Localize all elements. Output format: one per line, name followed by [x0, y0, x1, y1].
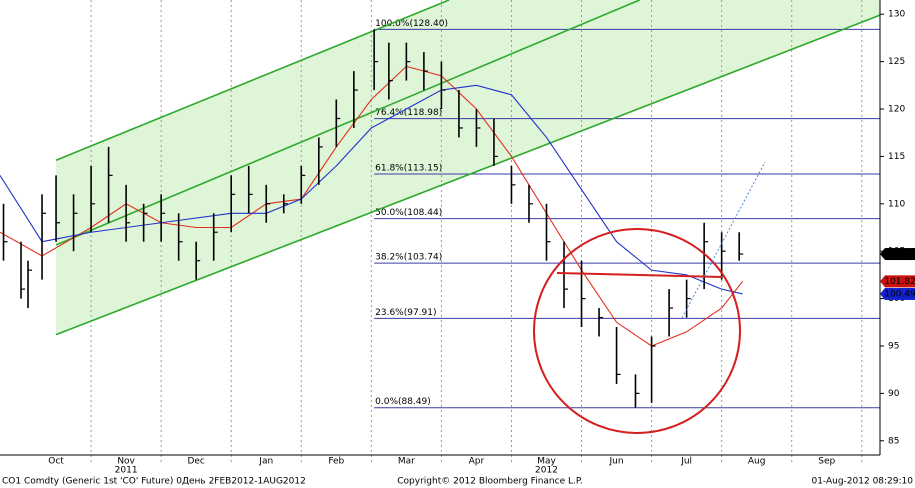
y-tick-label: 85 [888, 436, 899, 446]
y-tick-label: 120 [888, 105, 905, 115]
trend-projection [681, 161, 766, 319]
x-tick-label: Jun [609, 457, 624, 467]
year-label: 2011 [115, 466, 138, 476]
price-tag [885, 287, 915, 300]
price-tag-arrow [880, 248, 885, 261]
fib-label: 23.6%(97.91) [375, 308, 436, 318]
price-tag-label: 100.49 [884, 289, 915, 299]
x-tick-label: Apr [469, 457, 485, 467]
price-tag [885, 248, 915, 261]
fib-label: 76.4%(118.98) [375, 108, 442, 118]
fib-label: 0.0%(88.49) [375, 397, 431, 407]
y-tick-label: 90 [888, 389, 900, 399]
y-tick-label: 125 [888, 57, 905, 67]
channel-line [55, 0, 640, 246]
circle-annotation [533, 228, 741, 434]
price-tag-label: 101.82 [884, 277, 915, 287]
x-tick-label: Jan [258, 457, 273, 467]
fib-label: 100.0%(128.40) [375, 19, 448, 29]
x-tick-label: Jul [680, 457, 692, 467]
price-tag-arrow [880, 275, 885, 288]
footer-right: 01-Aug-2012 08:29:10 [811, 477, 913, 487]
fib-label: 61.8%(113.15) [375, 163, 442, 173]
channel-line [55, 14, 881, 336]
x-tick-label: Sep [818, 457, 835, 467]
channel-line [55, 0, 450, 161]
footer-center: Copyright© 2012 Bloomberg Finance L.P. [397, 477, 582, 487]
price-tag-arrow [880, 287, 885, 300]
plot: 100.0%(128.40) 76.4%(118.98) 61.8%(113.15)… [0, 0, 881, 465]
y-tick-label: 110 [888, 199, 905, 209]
y-tick-label: 95 [888, 341, 899, 351]
moving-average [0, 84, 743, 295]
price-tag-label: 104.70 [884, 250, 915, 260]
price-tag [885, 275, 915, 288]
fib-label: 50.0%(108.44) [375, 208, 442, 218]
x-tick-label: Feb [328, 457, 344, 467]
x-tick-label: Nov [117, 457, 135, 467]
x-tick-label: Oct [48, 457, 64, 467]
x-tick-label: Mar [398, 457, 415, 467]
y-tick-label: 130 [888, 10, 905, 20]
x-tick-label: Dec [187, 457, 204, 467]
neckline [556, 272, 723, 278]
fib-label: 38.2%(103.74) [375, 253, 442, 263]
x-tick-label: May [537, 457, 556, 467]
x-tick-label: Aug [748, 457, 766, 467]
footer-left: CO1 Comdty (Generic 1st 'CO' Future) 0Де… [2, 477, 306, 487]
y-tick-label: 115 [888, 152, 905, 162]
channel-fill [56, 0, 880, 335]
year-label: 2012 [535, 466, 558, 476]
